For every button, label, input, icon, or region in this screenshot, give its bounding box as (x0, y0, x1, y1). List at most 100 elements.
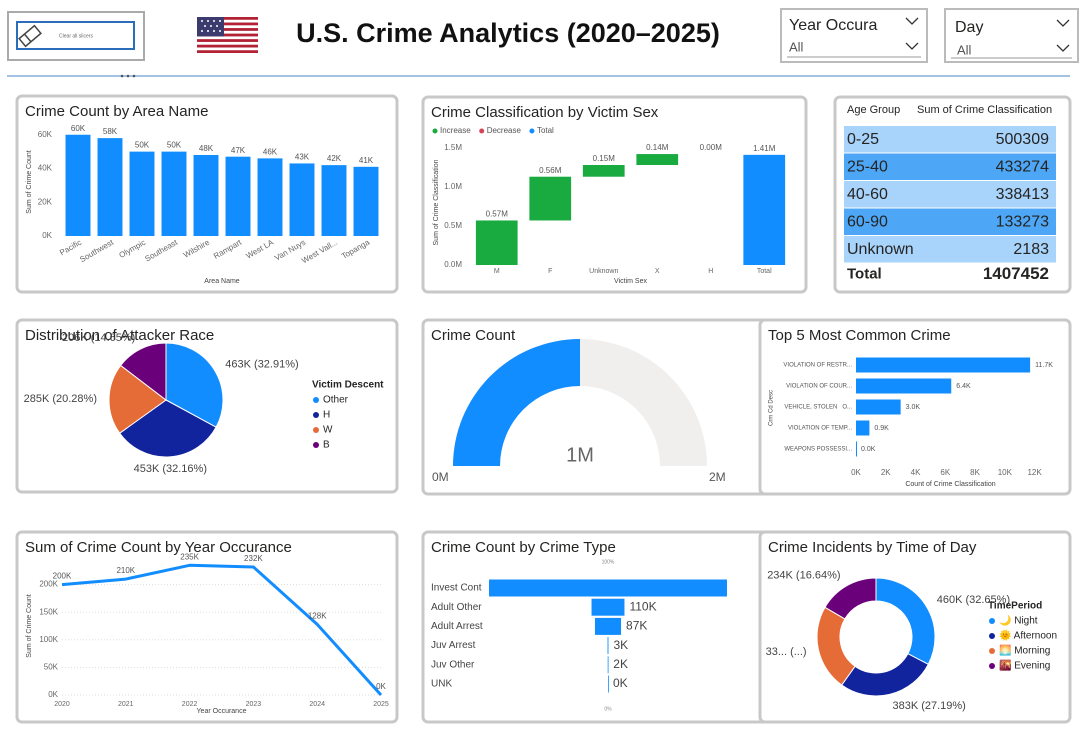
chart-title: Top 5 Most Common Crime (768, 327, 951, 344)
y-tick-label: VIOLATION OF RESTR... (783, 363, 852, 369)
bar (289, 163, 315, 236)
table-cell: Unknown (847, 241, 914, 258)
data-label: 50K (135, 141, 150, 150)
gauge-fill (453, 339, 580, 466)
legend-label: Decrease (487, 126, 522, 135)
legend-label: Other (323, 395, 349, 406)
y-axis-label: Sum of Crime Classification (433, 159, 440, 245)
bar (856, 441, 857, 457)
legend-marker (313, 442, 319, 448)
bar (856, 357, 1031, 373)
slicer-value: All (957, 42, 972, 57)
data-label: 41K (359, 156, 374, 165)
chart-title: Crime Count (431, 327, 516, 344)
data-label: 11.7K (1035, 362, 1053, 369)
slicer-frame (780, 8, 928, 63)
y-tick-label: 40K (38, 164, 53, 173)
data-label: 50K (167, 141, 182, 150)
x-axis-label: Victim Sex (614, 278, 647, 285)
data-label: 210K (116, 566, 135, 575)
legend-marker (313, 427, 319, 433)
data-label: 47K (231, 146, 246, 155)
table-cell: 133273 (996, 213, 1049, 230)
total-bar (743, 154, 786, 265)
data-label: 0.9K (874, 425, 889, 432)
data-label: 42K (327, 154, 342, 163)
x-tick-label: 2022 (182, 701, 198, 708)
y-tick-label: VIOLATION OF TEMP... (788, 426, 852, 432)
funnel-top-label: 100% (602, 559, 615, 565)
legend-label: 🌅 Morning (999, 644, 1050, 657)
y-tick-label: Adult Arrest (431, 621, 483, 632)
y-tick-label: Invest Cont (431, 583, 482, 594)
x-tick-label: 6K (940, 468, 950, 477)
bar (97, 138, 123, 236)
slice (119, 342, 167, 402)
bar (353, 166, 379, 236)
table-row (844, 126, 1056, 153)
x-tick-label: 12K (1027, 468, 1042, 477)
data-label: 33... (...) (766, 646, 807, 658)
legend-marker (989, 663, 995, 669)
table-row (844, 236, 1056, 263)
bar (856, 420, 870, 436)
chart-title: Distribution of Attacker Race (25, 327, 214, 344)
legend-title: Victim Descent (312, 380, 384, 391)
data-label: 6.4K (956, 383, 971, 390)
bar (856, 399, 901, 415)
data-label: 128K (308, 611, 327, 620)
bar (856, 378, 952, 394)
table-cell: 40-60 (847, 186, 888, 203)
x-tick-label: 8K (970, 468, 980, 477)
x-tick-label: 2020 (54, 701, 70, 708)
legend-label: 🌞 Afternoon (999, 629, 1057, 642)
y-tick-label: 60K (38, 130, 53, 139)
legend-title: TimePeriod (988, 601, 1042, 612)
x-axis-label: Area Name (204, 278, 240, 285)
day-slicer[interactable]: Day All (944, 8, 1079, 63)
data-label: 46K (263, 147, 278, 156)
flag (197, 17, 258, 53)
data-label: 232K (244, 554, 263, 563)
data-label: 235K (180, 552, 199, 561)
chart-title: Crime Classification by Victim Sex (431, 104, 659, 121)
data-label: 87K (626, 619, 647, 633)
line (61, 563, 383, 697)
funnel-bar (489, 579, 727, 597)
funnel-bar (607, 656, 609, 674)
y-tick-label: VEHICLE, STOLEN O... (784, 405, 852, 411)
data-label: 3.0K (906, 404, 921, 411)
data-label: 110K (629, 599, 656, 613)
bar (193, 155, 219, 236)
data-label: 0.14M (646, 143, 669, 152)
x-tick-label: X (655, 268, 660, 275)
data-label: 463K (32.91%) (225, 359, 298, 371)
y-tick-label: Juv Arrest (431, 640, 476, 651)
slicer-label: Day (955, 19, 983, 36)
clear-button[interactable]: Clear all slicers (7, 11, 145, 61)
bar (129, 151, 155, 236)
funnel-bar (594, 617, 622, 635)
x-tick-label: Unknown (589, 268, 618, 275)
data-label: 383K (27.19%) (892, 700, 965, 712)
y-tick-label: 200K (39, 580, 58, 589)
slicer-value: All (789, 39, 804, 54)
y-tick-label: 0K (42, 231, 52, 240)
y-axis-label: Sum of Crime Count (26, 150, 33, 213)
y-axis-label: Crm Cd Desc (769, 390, 775, 426)
y-tick-label: UNK (431, 679, 452, 690)
x-tick-label: 2023 (246, 701, 262, 708)
data-label: 285K (20.28%) (24, 393, 97, 405)
x-tick-label: 2025 (373, 701, 389, 708)
data-label: 453K (32.16%) (134, 463, 207, 475)
bar (321, 165, 347, 236)
y-tick-label: 0.5M (444, 221, 462, 230)
slice (108, 364, 167, 434)
table-row (844, 181, 1056, 208)
year-slicer[interactable]: Year Occura All (780, 8, 928, 63)
y-tick-label: 0K (48, 690, 58, 699)
gauge-max: 2M (709, 470, 726, 484)
table-cell: 0-25 (847, 131, 879, 148)
button-label: Clear all slicers (59, 33, 93, 39)
table-cell: 60-90 (847, 213, 888, 230)
